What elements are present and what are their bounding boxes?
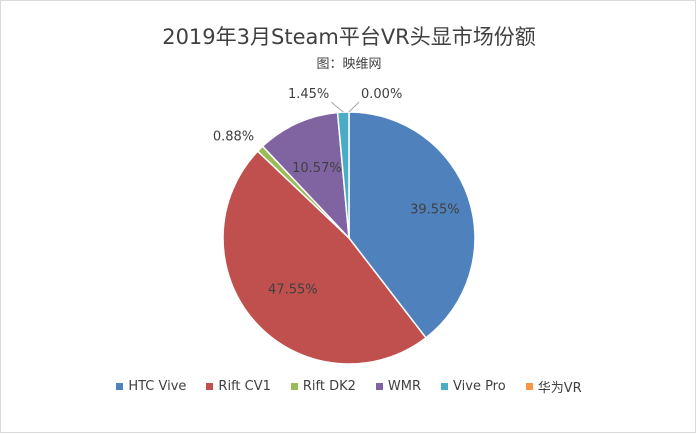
data-label: 0.00% [361,87,402,102]
pie-slice-htc-vive [348,111,476,339]
data-label: 0.88% [213,130,254,145]
legend-swatch [375,383,383,390]
legend-swatch [116,383,124,390]
legend-swatch [206,383,214,390]
data-label: 47.55% [268,283,318,298]
legend-label: Vive Pro [453,379,506,394]
legend-item: Rift CV1 [206,377,271,396]
legend-swatch [525,383,533,390]
legend-item: WMR [375,377,422,396]
legend-label: HTC Vive [128,379,187,394]
data-label: 39.55% [410,203,460,218]
chart-subtitle: 图：映维网 [316,57,382,72]
legend-label: 华为VR [537,381,582,396]
data-label: 10.57% [292,161,342,176]
legend-item: Vive Pro [441,377,506,396]
legend-label: Rift DK2 [302,379,356,394]
leader-line [348,101,360,113]
legend-swatch [441,383,449,390]
pie-slice-wmr [261,111,350,241]
leader-line [330,101,344,113]
chart-legend: HTC Vive Rift CV1 Rift DK2 WMR Vive Pro 华为VR [1,377,696,396]
legend-item: 华为VR [525,377,582,396]
legend-label: Rift CV1 [218,379,271,394]
legend-swatch [290,383,298,390]
legend-item: HTC Vive [116,377,186,396]
chart-title: 2019年3月Steam平台VR头显市场份额 [162,25,536,49]
pie-slice-rift-cv1 [222,150,427,365]
legend-item: Rift DK2 [290,377,356,396]
data-label: 1.45% [288,87,329,102]
legend-label: WMR [387,379,422,394]
